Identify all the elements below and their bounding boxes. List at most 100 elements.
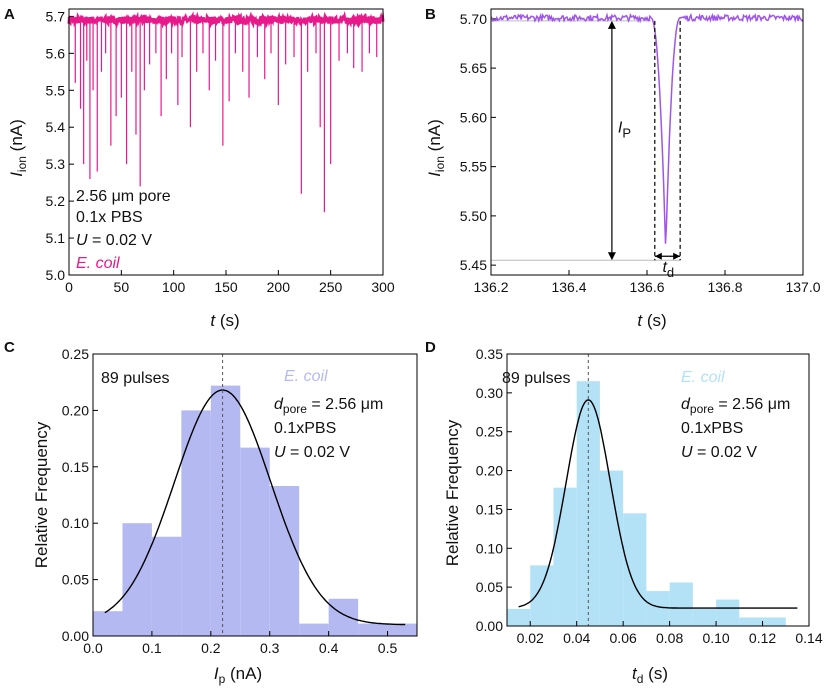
c-histogram-bar bbox=[299, 623, 329, 636]
panel-c-count-label: 89 pulses bbox=[101, 370, 170, 387]
d-ytick-label: 0.30 bbox=[476, 385, 503, 401]
panel-c-buffer-label: 0.1xPBS bbox=[274, 420, 336, 437]
c-xtick-label: 0.5 bbox=[378, 640, 398, 656]
panel-a-buffer-label: 0.1x PBS bbox=[76, 209, 143, 226]
a-ytick-label: 5.7 bbox=[46, 8, 66, 24]
d-xtick-label: 0.14 bbox=[795, 630, 822, 646]
panel-b-ip-arrowhead-down bbox=[607, 252, 616, 261]
d-ytick-label: 0.20 bbox=[476, 463, 503, 479]
d-gaussian-fit bbox=[518, 399, 798, 609]
panel-b-pulse-trace bbox=[490, 12, 804, 244]
a-xtick-label: 150 bbox=[214, 279, 238, 295]
a-xtick-label: 0 bbox=[65, 279, 73, 295]
panel-b-td-arrowhead-left bbox=[654, 252, 662, 260]
panel-b-plot-frame bbox=[490, 8, 804, 276]
a-xtick-label: 300 bbox=[371, 279, 395, 295]
b-ytick-label: 5.50 bbox=[460, 208, 487, 224]
c-histogram-bar bbox=[358, 623, 388, 636]
b-xtick-label: 136.4 bbox=[551, 279, 586, 295]
d-histogram-bar bbox=[623, 513, 647, 626]
b-xtick-label: 137.0 bbox=[785, 279, 820, 295]
panel-d-td-histogram: D Relative Frequency td (s) 0.02 0.04 0.06… bbox=[425, 339, 823, 686]
panel-b-td-label: td bbox=[662, 259, 674, 280]
panel-a-ylabel: Iion (nA) bbox=[7, 119, 29, 177]
d-histogram-bar bbox=[646, 591, 670, 626]
b-ytick-label: 5.65 bbox=[460, 60, 487, 76]
d-xtick-label: 0.10 bbox=[702, 630, 729, 646]
panel-b-ip-label: IP bbox=[618, 120, 631, 141]
panel-b-ip-arrowhead-up bbox=[607, 20, 616, 29]
d-histogram-bar bbox=[739, 617, 763, 626]
b-xtick-label: 136.2 bbox=[473, 279, 508, 295]
c-histogram-bar bbox=[269, 485, 300, 636]
c-histogram-bar bbox=[210, 385, 241, 636]
c-xtick-label: 0.3 bbox=[260, 640, 280, 656]
panel-d-species-label: E. coil bbox=[681, 369, 725, 386]
a-ytick-label: 5.0 bbox=[46, 267, 66, 283]
panel-c-voltage-label: U = 0.02 V bbox=[274, 444, 350, 461]
c-histogram-bar bbox=[93, 611, 123, 636]
panel-c-pore-label: dpore = 2.56 μm bbox=[274, 396, 383, 416]
c-ytick-label: 0.10 bbox=[62, 515, 89, 531]
panel-d-pore-label: dpore = 2.56 μm bbox=[681, 396, 790, 416]
b-ytick-label: 5.45 bbox=[460, 257, 487, 273]
panel-b-ylabel: Iion (nA) bbox=[425, 119, 447, 177]
c-histogram-bar bbox=[181, 410, 211, 636]
c-histogram-bar bbox=[151, 536, 182, 636]
b-xtick-label: 136.8 bbox=[707, 279, 742, 295]
panel-a-species-label: E. coil bbox=[76, 255, 120, 272]
a-xtick-label: 50 bbox=[114, 279, 130, 295]
d-xtick-label: 0.06 bbox=[610, 630, 637, 646]
d-xtick-label: 0.02 bbox=[517, 630, 544, 646]
d-xtick-label: 0.04 bbox=[563, 630, 590, 646]
d-histogram-bar bbox=[553, 487, 577, 626]
a-ytick-label: 5.5 bbox=[46, 82, 66, 98]
d-ytick-label: 0.00 bbox=[476, 618, 503, 634]
c-xtick-label: 0.4 bbox=[319, 640, 339, 656]
panel-b-single-pulse: B Iion (nA) t (s) 136.2 136.4 136.6 136.8 13… bbox=[425, 6, 821, 330]
a-xtick-label: 100 bbox=[162, 279, 186, 295]
d-histogram-bar bbox=[716, 599, 740, 626]
panel-a-plot-frame bbox=[68, 8, 384, 276]
b-xtick-label: 136.6 bbox=[629, 279, 664, 295]
c-ytick-label: 0.05 bbox=[62, 572, 89, 588]
panel-a-current-trace: A Iion (nA) t (s) 0 50 100 150 200 250 300 5.0 5… bbox=[4, 6, 395, 330]
panel-d-voltage-label: U = 0.02 V bbox=[681, 444, 757, 461]
panel-b-td-arrowhead-right bbox=[673, 252, 681, 260]
d-ytick-label: 0.10 bbox=[476, 540, 503, 556]
d-histogram-bar bbox=[692, 608, 717, 626]
c-histogram-bar bbox=[387, 623, 417, 636]
d-histogram-bar bbox=[599, 470, 624, 626]
a-xtick-label: 250 bbox=[319, 279, 343, 295]
a-xtick-label: 200 bbox=[267, 279, 291, 295]
d-ytick-label: 0.25 bbox=[476, 424, 503, 440]
panel-c-xlabel: Ip (nA) bbox=[214, 664, 262, 686]
panel-c-ip-histogram: C Relative Frequency Ip (nA) 0.0 0.1 0.2 0.… bbox=[4, 339, 418, 686]
panel-b-xlabel: t (s) bbox=[637, 311, 666, 330]
panel-a-xlabel: t (s) bbox=[210, 311, 239, 330]
c-ytick-label: 0.25 bbox=[62, 346, 89, 362]
c-histogram-bar bbox=[240, 447, 270, 636]
d-ytick-label: 0.15 bbox=[476, 501, 503, 517]
panel-a-voltage-label: U = 0.02 V bbox=[76, 232, 152, 249]
d-histogram-bar bbox=[530, 565, 554, 626]
a-ytick-label: 5.6 bbox=[46, 45, 66, 61]
panel-letter-d: D bbox=[425, 339, 436, 356]
c-xtick-label: 0.0 bbox=[83, 640, 103, 656]
d-xtick-label: 0.08 bbox=[656, 630, 683, 646]
c-gaussian-fit bbox=[104, 389, 406, 626]
d-histogram-bar bbox=[576, 381, 600, 626]
panel-d-buffer-label: 0.1xPBS bbox=[681, 420, 743, 437]
c-ytick-label: 0.20 bbox=[62, 402, 89, 418]
panel-d-ylabel: Relative Frequency bbox=[443, 419, 462, 566]
panel-d-xlabel: td (s) bbox=[632, 664, 668, 686]
c-xtick-label: 0.1 bbox=[142, 640, 162, 656]
panel-c-ylabel: Relative Frequency bbox=[32, 421, 51, 568]
panel-d-plot-frame bbox=[506, 353, 810, 627]
d-histogram-bar bbox=[669, 582, 693, 626]
panel-letter-c: C bbox=[4, 339, 15, 356]
d-ytick-label: 0.05 bbox=[476, 579, 503, 595]
d-ytick-label: 0.35 bbox=[476, 346, 503, 362]
panel-letter-a: A bbox=[4, 6, 15, 23]
